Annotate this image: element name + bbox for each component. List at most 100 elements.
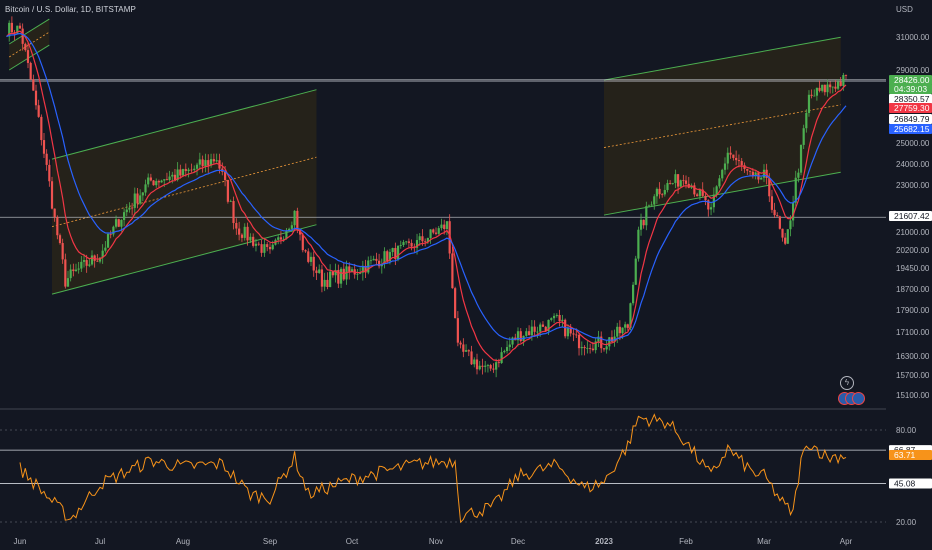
candle-body — [337, 269, 340, 284]
candle-body — [209, 159, 213, 166]
candle-body — [834, 86, 837, 89]
candle-body — [802, 128, 805, 145]
candle-body — [56, 217, 59, 236]
candle-body — [361, 265, 364, 273]
candle-body — [396, 245, 400, 260]
candle-body — [424, 241, 427, 243]
candle-body — [786, 229, 789, 244]
currency-label[interactable]: USD — [896, 5, 913, 14]
candle-body — [61, 243, 64, 260]
candle-body — [561, 319, 564, 322]
us-flag-icon[interactable] — [838, 392, 865, 405]
candle-body — [839, 81, 842, 86]
lightning-icon[interactable]: ϟ — [840, 376, 854, 390]
candle-body — [829, 84, 832, 88]
candle-body — [207, 160, 210, 166]
price-tick-label: 18700.00 — [896, 285, 930, 294]
candle-body — [836, 81, 840, 89]
candle-body — [163, 179, 166, 181]
candle-body — [96, 260, 99, 262]
candle-body — [32, 79, 35, 91]
candle-body — [399, 245, 402, 246]
candle-body — [653, 196, 656, 205]
candle-body — [304, 250, 307, 252]
candle-body — [464, 350, 468, 352]
candle-body — [312, 256, 315, 271]
candle-body — [547, 319, 550, 331]
candle-body — [53, 208, 56, 218]
chart-title: Bitcoin / U.S. Dollar, 1D, BITSTAMP — [5, 5, 136, 14]
candle-body — [602, 348, 606, 350]
candle-body — [184, 169, 187, 171]
candle-body — [405, 241, 408, 243]
time-tick-label: Oct — [346, 537, 359, 546]
candle-body — [329, 271, 332, 287]
candle-body — [746, 168, 749, 171]
candle-body — [610, 337, 614, 342]
candle-body — [704, 195, 707, 201]
candle-body — [293, 210, 296, 226]
candle-body — [797, 172, 800, 178]
candle-body — [277, 237, 280, 240]
candle-body — [789, 220, 792, 230]
candle-body — [484, 365, 487, 367]
candle-body — [768, 178, 771, 197]
candle-body — [723, 163, 727, 170]
candle-body — [729, 152, 732, 155]
candle-body — [356, 273, 359, 275]
candle-body — [249, 236, 252, 241]
candle-body — [298, 229, 302, 235]
candle-body — [794, 177, 797, 203]
candle-body — [410, 242, 413, 247]
candle-body — [125, 209, 128, 213]
candle-body — [279, 237, 283, 240]
candle-body — [114, 219, 118, 227]
price-tick-label: 23000.00 — [896, 181, 930, 190]
candle-body — [29, 62, 32, 80]
candle-body — [454, 288, 457, 319]
candle-body — [437, 228, 440, 234]
candle-body — [195, 164, 199, 169]
candle-body — [240, 234, 244, 238]
candle-body — [821, 84, 824, 91]
candle-body — [718, 178, 721, 187]
candle-body — [144, 184, 147, 193]
candle-body — [348, 266, 351, 272]
candle-body — [122, 212, 126, 220]
candle-body — [621, 327, 624, 334]
candle-body — [791, 202, 795, 221]
time-tick-label: Aug — [176, 537, 190, 546]
candle-body — [334, 269, 337, 276]
candle-body — [629, 303, 632, 328]
candle-body — [223, 171, 227, 181]
candle-body — [572, 333, 575, 335]
candle-body — [429, 229, 432, 238]
price-badge — [889, 114, 932, 124]
candle-body — [359, 272, 362, 274]
candle-body — [456, 318, 459, 343]
candle-body — [642, 219, 645, 226]
channel-upper-line — [603, 36, 841, 81]
candle-body — [650, 204, 653, 206]
price-tick-label: 17900.00 — [896, 306, 930, 315]
candle-body — [64, 259, 67, 287]
candle-body — [48, 164, 51, 182]
candle-body — [176, 169, 179, 180]
candle-body — [388, 252, 392, 262]
candle-body — [82, 260, 86, 262]
candle-body — [147, 177, 150, 185]
channel-lower-line — [603, 171, 841, 216]
candle-body — [109, 233, 112, 235]
candle-body — [128, 207, 131, 210]
candle-body — [799, 144, 803, 173]
candle-body — [740, 161, 743, 166]
price-badge — [889, 211, 932, 221]
candle-body — [229, 201, 232, 202]
price-badge — [889, 84, 932, 94]
candle-body — [232, 201, 235, 224]
candle-body — [666, 183, 669, 191]
candle-body — [519, 331, 522, 342]
candle-body — [580, 346, 583, 349]
candle-body — [754, 172, 757, 176]
